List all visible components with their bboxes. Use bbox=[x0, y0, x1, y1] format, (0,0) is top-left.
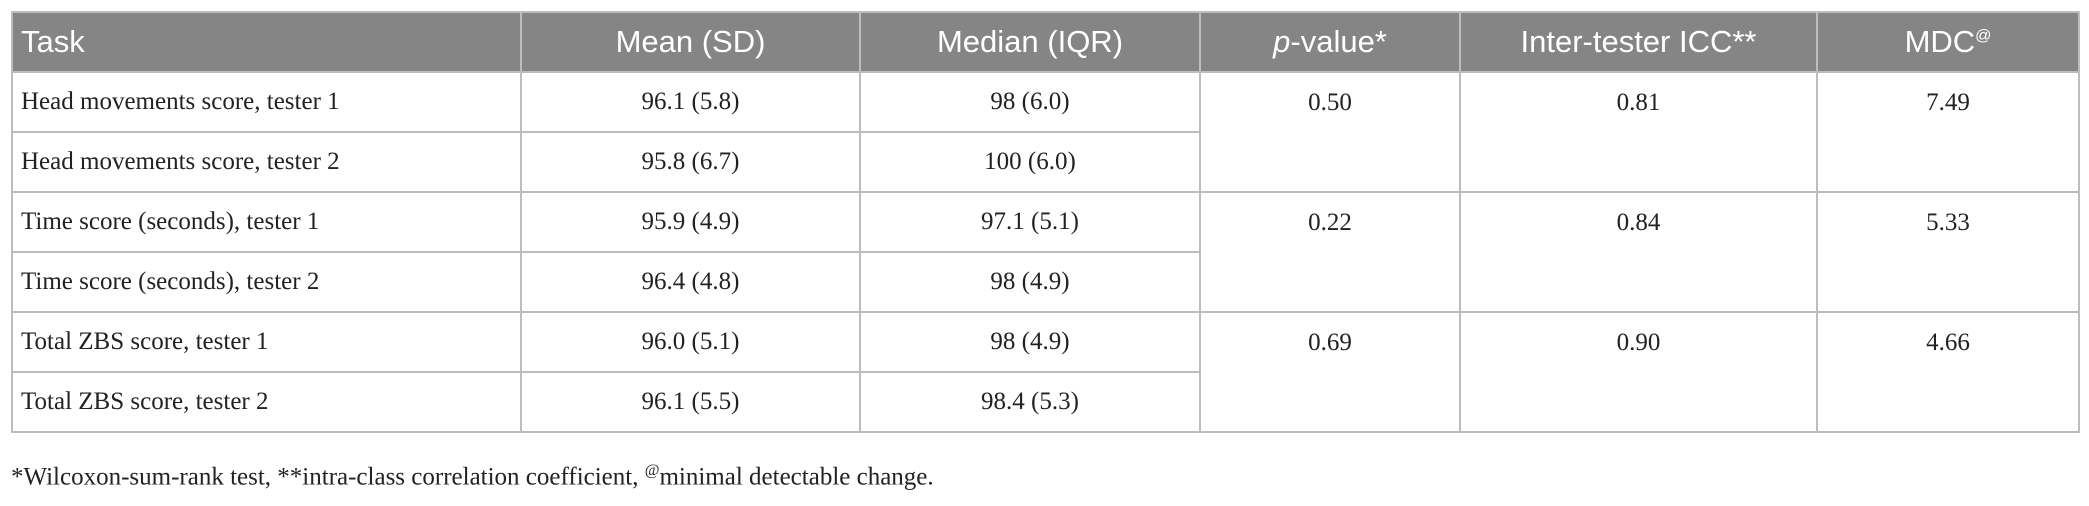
table-row: Head movements score, tester 1 96.1 (5.8)… bbox=[11, 71, 2080, 193]
merged-cell: 0.81 bbox=[1459, 71, 1818, 193]
footnote-text: minimal detectable change. bbox=[659, 463, 934, 491]
merged-cell: 4.66 bbox=[1816, 311, 2080, 433]
table-header: Task Mean (SD) Median (IQR) p-value* Int… bbox=[11, 11, 2080, 73]
header-italic: p bbox=[1273, 24, 1291, 59]
task-cell: Total ZBS score, tester 1 bbox=[11, 311, 522, 373]
header-text: -value* bbox=[1290, 24, 1387, 59]
merged-cell: 5.33 bbox=[1816, 191, 2080, 313]
merged-cell: 0.22 bbox=[1199, 191, 1461, 313]
value-cell: 98 (6.0) bbox=[859, 71, 1201, 133]
data-table: Task Mean (SD) Median (IQR) p-value* Int… bbox=[11, 11, 2080, 433]
table-body: Head movements score, tester 1 96.1 (5.8)… bbox=[11, 71, 2080, 433]
value-cell: 95.9 (4.9) bbox=[520, 191, 861, 253]
task-cell: Total ZBS score, tester 2 bbox=[11, 371, 522, 433]
value-cell: 98.4 (5.3) bbox=[859, 371, 1201, 433]
header-sup: @ bbox=[1975, 27, 1992, 45]
task-cell: Head movements score, tester 2 bbox=[11, 131, 522, 193]
table-row: Time score (seconds), tester 1 95.9 (4.9)… bbox=[11, 191, 2080, 313]
footnote-text: *Wilcoxon-sum-rank test, **intra-class c… bbox=[11, 463, 645, 491]
value-cell: 98 (4.9) bbox=[859, 311, 1201, 373]
header-cell: Median (IQR) bbox=[859, 11, 1201, 73]
merged-cell: 0.50 bbox=[1199, 71, 1461, 193]
footnote: *Wilcoxon-sum-rank test, **intra-class c… bbox=[11, 462, 934, 491]
merged-cell: 0.84 bbox=[1459, 191, 1818, 313]
merged-cell: 0.90 bbox=[1459, 311, 1818, 433]
header-cell: Task bbox=[11, 11, 522, 73]
value-cell: 100 (6.0) bbox=[859, 131, 1201, 193]
header-row: Task Mean (SD) Median (IQR) p-value* Int… bbox=[11, 11, 2080, 73]
value-cell: 96.4 (4.8) bbox=[520, 251, 861, 313]
table-row: Total ZBS score, tester 2 96.1 (5.5) 98.4 … bbox=[11, 371, 2079, 433]
header-cell: Mean (SD) bbox=[520, 11, 861, 73]
table-row: Total ZBS score, tester 1 96.0 (5.1) 98 (4… bbox=[11, 311, 2080, 433]
task-cell: Head movements score, tester 1 bbox=[11, 71, 522, 133]
value-cell: 98 (4.9) bbox=[859, 251, 1201, 313]
value-cell: 95.8 (6.7) bbox=[520, 131, 861, 193]
header-cell: MDC@ bbox=[1816, 11, 2080, 73]
value-cell: 96.0 (5.1) bbox=[520, 311, 861, 373]
task-cell: Time score (seconds), tester 2 bbox=[11, 251, 522, 313]
value-cell: 96.1 (5.5) bbox=[520, 371, 861, 433]
task-cell: Time score (seconds), tester 1 bbox=[11, 191, 522, 253]
value-cell: 97.1 (5.1) bbox=[859, 191, 1201, 253]
merged-cell: 7.49 bbox=[1816, 71, 2080, 193]
merged-cell: 0.69 bbox=[1199, 311, 1461, 433]
header-cell: Inter-tester ICC** bbox=[1459, 11, 1818, 73]
header-cell: p-value* bbox=[1199, 11, 1461, 73]
value-cell: 96.1 (5.8) bbox=[520, 71, 861, 133]
header-text: MDC bbox=[1904, 24, 1976, 59]
footnote-sup: @ bbox=[644, 462, 660, 479]
table-row: Head movements score, tester 2 95.8 (6.7)… bbox=[11, 131, 2079, 193]
table-row: Time score (seconds), tester 2 96.4 (4.8)… bbox=[11, 251, 2079, 313]
